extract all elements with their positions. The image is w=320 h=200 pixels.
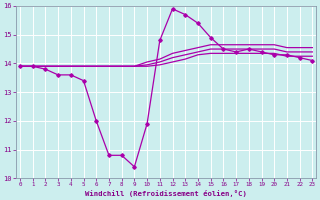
X-axis label: Windchill (Refroidissement éolien,°C): Windchill (Refroidissement éolien,°C) (85, 190, 247, 197)
